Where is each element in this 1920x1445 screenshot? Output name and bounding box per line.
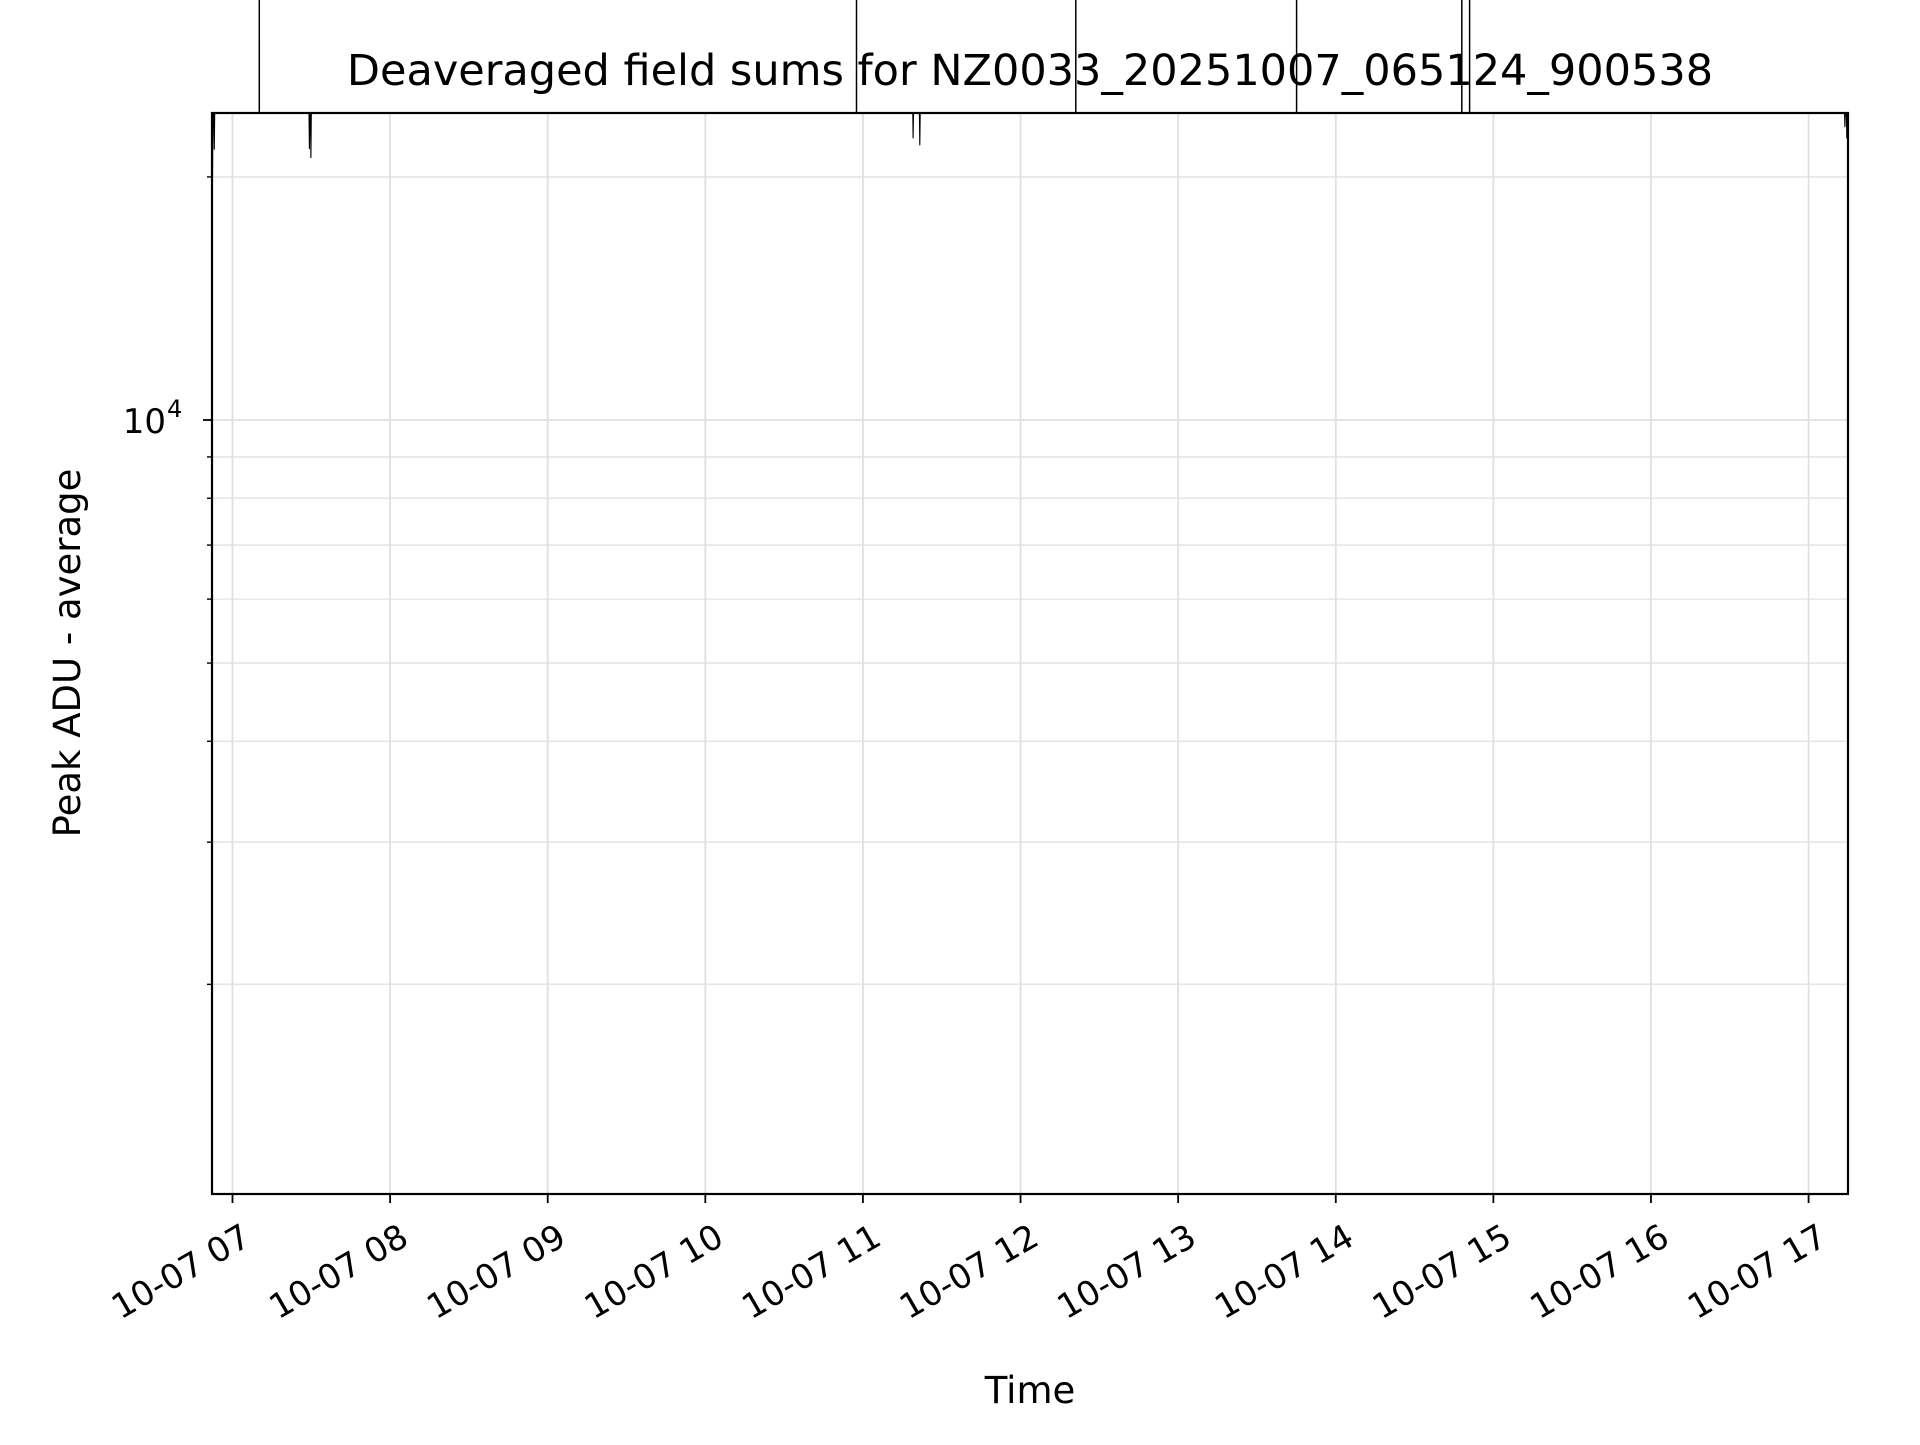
x-axis-label: Time <box>984 1369 1076 1412</box>
y-axis: 104105106107 <box>123 176 212 986</box>
y-tick-exponent: 4 <box>167 395 182 423</box>
y-tick-label: 10 <box>123 402 166 442</box>
chart-title: Deaveraged field sums for NZ0033_2025100… <box>347 46 1713 96</box>
grid <box>212 113 1848 1194</box>
plot-frame <box>210 111 1850 1196</box>
y-axis-label: Peak ADU - average <box>46 469 89 838</box>
